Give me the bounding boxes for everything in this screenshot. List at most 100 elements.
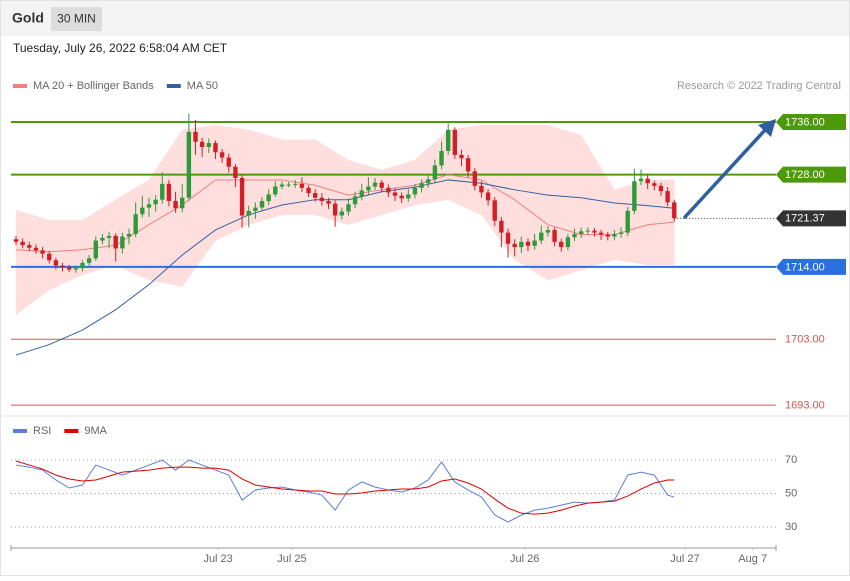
legend-label: RSI [33, 425, 51, 437]
legend-swatch [13, 84, 27, 88]
legend-label: MA 20 + Bollinger Bands [33, 80, 154, 92]
level-label: 1693.00 [785, 400, 825, 412]
candle-body [412, 187, 418, 195]
candle-body [186, 131, 192, 198]
candle-body [319, 197, 325, 202]
candle-body [306, 187, 311, 194]
candle-body [372, 182, 378, 187]
candle-body [539, 232, 544, 241]
candle-body [499, 220, 504, 233]
legend-swatch [166, 84, 181, 88]
candle-body [352, 196, 358, 205]
candle-body [299, 183, 305, 188]
candle-body [313, 193, 318, 198]
forecast-arrow [683, 127, 768, 219]
candle-body [259, 201, 265, 208]
candle-body [293, 183, 298, 185]
candle-body [27, 245, 32, 248]
y-tick-label: 30 [785, 521, 797, 533]
candle-body [160, 183, 165, 200]
candle-body [226, 157, 231, 167]
candle-body [592, 230, 597, 233]
timestamp: Tuesday, July 26, 2022 6:58:04 AM CET [13, 41, 228, 55]
legend-label: MA 50 [187, 80, 218, 92]
candle-body [585, 230, 591, 232]
timeframe: 30 MIN [57, 12, 96, 26]
candle-body [559, 241, 564, 248]
candle-body [173, 201, 178, 209]
candle-body [359, 190, 364, 197]
candle-body [426, 179, 431, 184]
header-bar [1, 1, 849, 36]
candle-body [479, 185, 484, 193]
candle-body [53, 260, 59, 266]
candle-body [472, 171, 477, 186]
candle-body [406, 194, 411, 199]
candle-body [286, 184, 291, 186]
candle-body [565, 237, 571, 248]
level-label: 1728.00 [785, 169, 825, 181]
candle-body [379, 182, 384, 188]
x-tick-label: Aug 7 [738, 553, 767, 565]
candle-body [199, 141, 205, 148]
bollinger-band [514, 125, 549, 281]
candle-body [86, 258, 92, 263]
legend-swatch [64, 429, 79, 433]
candle-body [253, 207, 258, 211]
candle-body [445, 129, 451, 151]
x-tick-label: Jul 27 [670, 553, 699, 565]
candle-body [532, 240, 537, 246]
level-label: 1714.00 [785, 261, 825, 273]
candle-body [578, 231, 584, 234]
rsi-panel: RSI 9MA 30 50 70 Jul 23 Jul 25 Jul 26 Jul 27 Aug … [10, 425, 797, 565]
candle-body [386, 187, 391, 193]
candle-body [73, 268, 79, 270]
candle-body [33, 247, 39, 251]
candle-body [605, 234, 610, 237]
candle-body [512, 243, 517, 248]
candle-body [552, 229, 557, 242]
candle-body [113, 235, 118, 249]
bollinger-band [547, 124, 582, 281]
candle-body [47, 253, 52, 261]
candle-body [545, 229, 551, 233]
candle-body [598, 232, 604, 235]
level-label-box [776, 166, 846, 183]
candle-body [645, 178, 650, 184]
candle-body [140, 207, 145, 215]
level-label-box [776, 258, 846, 275]
x-tick-label: Jul 25 [277, 553, 306, 565]
legend-swatch [13, 429, 27, 433]
price-panel: MA 20 + Bollinger Bands MA 50 1736.00 1728.… [11, 80, 846, 412]
candle-body [266, 194, 271, 202]
bollinger-band [281, 139, 316, 216]
candle-body [439, 150, 444, 166]
candle-body [519, 241, 524, 248]
timeframe-badge [51, 7, 102, 31]
candle-body [399, 195, 404, 199]
candle-body [180, 197, 185, 209]
candle-body [133, 214, 138, 234]
candle-body [60, 265, 65, 268]
moving-average [15, 174, 675, 253]
candle-body [572, 233, 577, 238]
candle-body [658, 185, 664, 192]
candle-body [612, 233, 617, 237]
candle-body [339, 211, 345, 216]
level-label-box [776, 113, 846, 130]
candle-body [452, 129, 458, 155]
candle-body [153, 199, 158, 205]
candle-body [672, 202, 677, 219]
candle-body [459, 154, 464, 159]
candle-body [219, 152, 225, 158]
x-tick-label: Jul 26 [510, 553, 539, 565]
candle-body [246, 210, 251, 216]
bollinger-band [614, 179, 648, 266]
candle-body [632, 181, 637, 211]
candle-body [465, 158, 471, 172]
candle-body [20, 241, 25, 246]
candle-body [392, 192, 398, 196]
candle-body [193, 131, 198, 142]
